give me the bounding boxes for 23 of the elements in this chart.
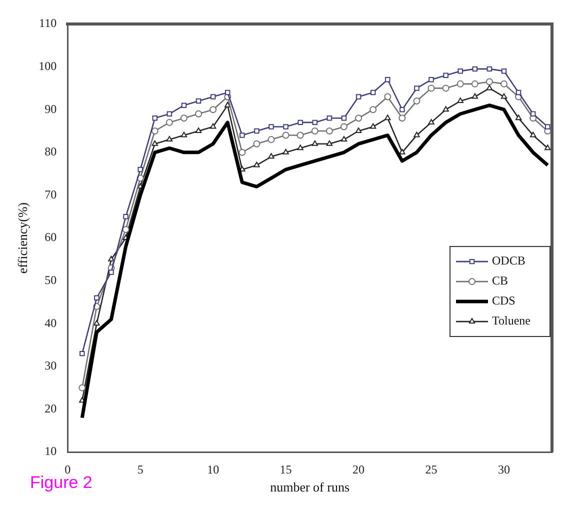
legend-label: ODCB xyxy=(492,254,526,268)
y-tick-label: 30 xyxy=(44,358,57,373)
x-tick-label: 15 xyxy=(280,462,292,476)
y-tick-label: 40 xyxy=(44,316,57,330)
y-tick-label: 50 xyxy=(44,272,57,287)
y-tick-label: 70 xyxy=(44,187,57,202)
y-tick-label: 80 xyxy=(44,144,57,159)
x-tick-label: 5 xyxy=(137,462,144,476)
legend-label: CDS xyxy=(492,294,516,308)
x-tick-label: 10 xyxy=(207,462,220,476)
y-tick-label: 20 xyxy=(44,401,57,416)
y-tick-label: 110 xyxy=(39,16,57,30)
y-tick-label: 100 xyxy=(38,58,57,73)
y-tick-label: 10 xyxy=(44,444,57,458)
x-axis-title: number of runs xyxy=(270,480,350,495)
y-axis-title: efficiency(%) xyxy=(15,202,30,274)
x-tick-label: 25 xyxy=(425,462,438,476)
y-tick-label: 60 xyxy=(44,230,57,244)
x-tick-label: 20 xyxy=(352,462,365,476)
y-tick-label: 90 xyxy=(44,102,57,116)
legend-label: Toluene xyxy=(492,314,530,328)
legend-label: CB xyxy=(492,274,508,288)
x-tick-label: 30 xyxy=(498,462,510,476)
